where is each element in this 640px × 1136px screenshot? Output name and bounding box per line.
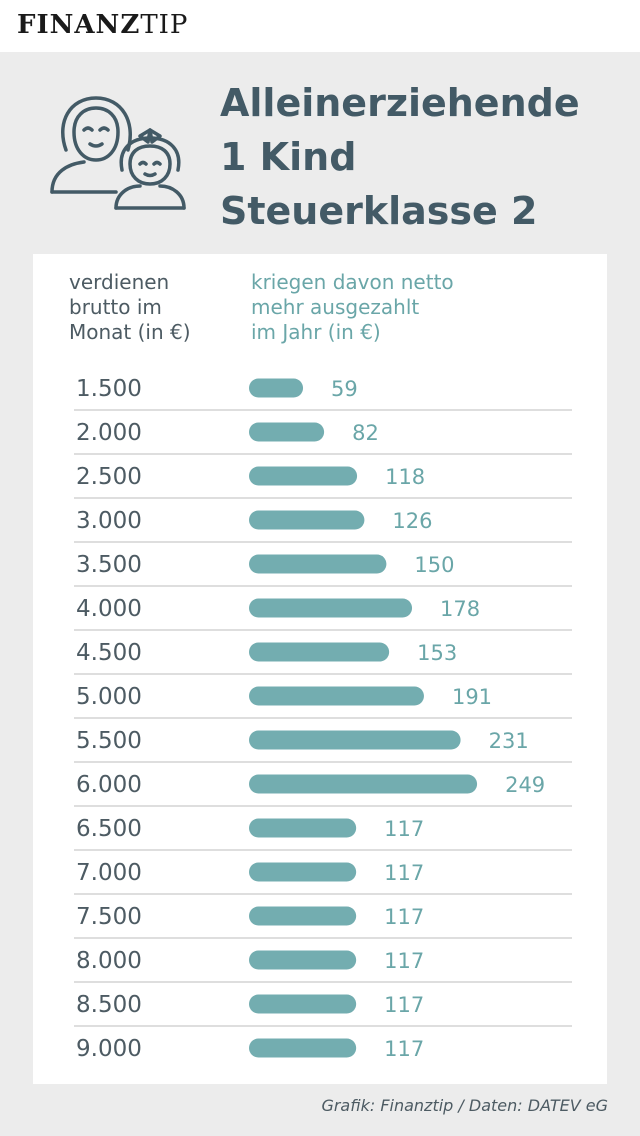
value-label: 178 — [440, 597, 480, 621]
bar-row: 6.000 249 — [74, 772, 572, 807]
bar-row: 2.500 118 — [74, 464, 572, 499]
bar-row: 3.500 150 — [74, 552, 572, 587]
category-label: 1.500 — [76, 376, 142, 402]
bar-row: 6.500 117 — [74, 816, 572, 851]
bar-row: 7.500 117 — [74, 904, 572, 939]
bar-row: 5.000 191 — [74, 684, 572, 719]
value-label: 117 — [384, 817, 424, 841]
bar-row: 9.000 117 — [76, 1036, 424, 1062]
value-label: 59 — [331, 377, 358, 401]
value-label: 117 — [384, 861, 424, 885]
category-label: 2.000 — [76, 420, 142, 446]
mother-child-icon — [50, 96, 186, 210]
bar — [249, 510, 365, 530]
column-header-gross: verdienen brutto im Monat (in €) — [69, 270, 191, 345]
category-label: 6.000 — [76, 772, 142, 798]
brand-logo-part2: TIP — [140, 10, 189, 40]
category-label: 2.500 — [76, 464, 142, 490]
category-label: 7.500 — [76, 904, 142, 930]
value-label: 191 — [452, 685, 492, 709]
value-label: 231 — [489, 729, 529, 753]
value-label: 82 — [352, 421, 379, 445]
bar — [249, 730, 461, 750]
bar-row: 1.500 59 — [74, 376, 572, 411]
bar-row: 4.000 178 — [74, 596, 572, 631]
column-header-gross-line-3: Monat (in €) — [69, 320, 191, 344]
bar — [249, 862, 357, 882]
bar — [249, 378, 304, 398]
bar — [249, 1038, 357, 1058]
value-label: 126 — [392, 509, 432, 533]
value-label: 153 — [417, 641, 457, 665]
bar-row: 8.500 117 — [74, 992, 572, 1027]
column-header-net: kriegen davon netto mehr ausgezahlt im J… — [251, 270, 454, 345]
column-header-gross-line-1: verdienen — [69, 270, 170, 294]
bar — [249, 818, 357, 838]
bar — [249, 774, 478, 794]
bar-row: 2.000 82 — [74, 420, 572, 455]
value-label: 117 — [384, 993, 424, 1017]
category-label: 6.500 — [76, 816, 142, 842]
category-label: 9.000 — [76, 1036, 142, 1062]
category-label: 7.000 — [76, 860, 142, 886]
category-label: 8.000 — [76, 948, 142, 974]
title-line-2: 1 Kind — [220, 135, 357, 179]
bar-row: 4.500 153 — [74, 640, 572, 675]
category-label: 3.500 — [76, 552, 142, 578]
value-label: 117 — [384, 905, 424, 929]
value-label: 150 — [414, 553, 454, 577]
value-label: 249 — [505, 773, 545, 797]
column-header-net-line-3: im Jahr (in €) — [251, 320, 381, 344]
value-label: 118 — [385, 465, 425, 489]
bar-chart: 1.500 59 2.000 82 2.500 118 3.000 126 3.500 150 4.… — [74, 376, 572, 1062]
bar-row: 5.500 231 — [74, 728, 572, 763]
category-label: 4.500 — [76, 640, 142, 666]
value-label: 117 — [384, 949, 424, 973]
top-bar: FINANZTIP — [0, 0, 640, 52]
brand-logo: FINANZTIP — [17, 10, 188, 40]
bar — [249, 642, 390, 662]
bar — [249, 554, 387, 574]
category-label: 8.500 — [76, 992, 142, 1018]
title-line-3: Steuerklasse 2 — [220, 189, 538, 233]
title-line-1: Alleinerziehende — [220, 81, 580, 125]
column-header-net-line-2: mehr ausgezahlt — [251, 295, 420, 319]
source-credit: Grafik: Finanztip / Daten: DATEV eG — [321, 1096, 608, 1115]
bar-row: 3.000 126 — [74, 508, 572, 543]
bar — [249, 950, 357, 970]
bar — [249, 422, 325, 442]
brand-logo-part1: FINANZ — [17, 10, 141, 40]
bar — [249, 686, 424, 706]
category-label: 5.500 — [76, 728, 142, 754]
column-header-net-line-1: kriegen davon netto — [251, 270, 454, 294]
bar-row: 8.000 117 — [74, 948, 572, 983]
category-label: 3.000 — [76, 508, 142, 534]
chart-title: Alleinerziehende 1 Kind Steuerklasse 2 — [220, 76, 630, 238]
bar — [249, 598, 413, 618]
bar — [249, 906, 357, 926]
bar — [249, 466, 358, 486]
bar — [249, 994, 357, 1014]
value-label: 117 — [384, 1037, 424, 1061]
chart-card: verdienen brutto im Monat (in €) kriegen… — [33, 254, 607, 1084]
bar-row: 7.000 117 — [74, 860, 572, 895]
category-label: 5.000 — [76, 684, 142, 710]
category-label: 4.000 — [76, 596, 142, 622]
column-header-gross-line-2: brutto im — [69, 295, 162, 319]
